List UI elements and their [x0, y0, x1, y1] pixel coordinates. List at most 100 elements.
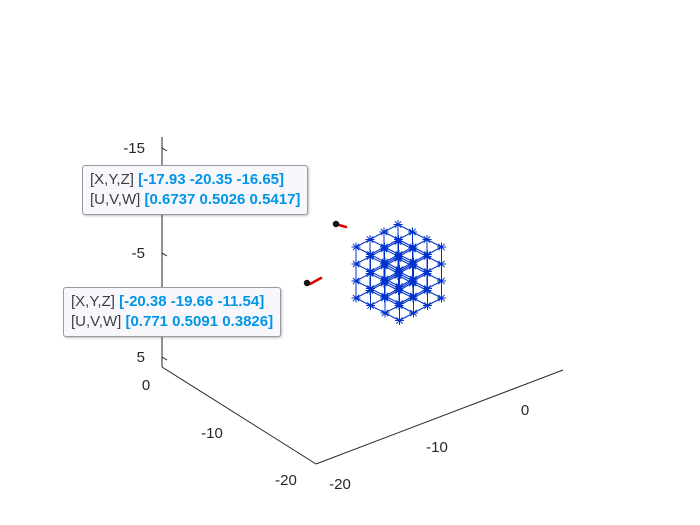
- datatip-1-uvw-value: [0.6737 0.5026 0.5417]: [144, 191, 301, 208]
- lattice-edge: [426, 256, 442, 265]
- vector-arrow: [308, 276, 323, 286]
- lattice-point: [380, 242, 389, 252]
- lattice-point: [409, 291, 418, 301]
- datatip-anchor-point[interactable]: [303, 279, 311, 287]
- lattice-edge: [370, 254, 386, 263]
- lattice-edge: [383, 231, 399, 240]
- lattice-edge: [384, 280, 400, 289]
- lattice-edge: [397, 241, 413, 250]
- z-tick-mark: [161, 252, 168, 257]
- lattice-point: [366, 284, 375, 293]
- datatip-1-line-xyz: [X,Y,Z] [-17.93 -20.35 -16.65]: [90, 170, 300, 190]
- datatip-2-line-uvw: [U,V,W] [0.771 0.5091 0.3826]: [71, 312, 273, 332]
- lattice-edge: [412, 231, 428, 240]
- lattice-edge: [398, 290, 414, 299]
- lattice-point: [351, 293, 361, 303]
- datatip-2-line-xyz: [X,Y,Z] [-20.38 -19.66 -11.54]: [71, 292, 273, 312]
- lattice-edge: [355, 280, 371, 289]
- lattice-edge: [398, 273, 414, 282]
- datatip-1-line-uvw: [U,V,W] [0.6737 0.5026 0.5417]: [90, 190, 300, 210]
- lattice-point: [423, 267, 432, 276]
- lattice-edge: [412, 263, 428, 272]
- lattice-edge: [426, 239, 442, 248]
- lattice-point: [408, 242, 418, 252]
- lattice-group: [351, 220, 446, 325]
- lattice-point: [351, 259, 361, 269]
- lattice-point: [437, 276, 446, 286]
- x-axis-line: [161, 366, 317, 465]
- lattice-point: [423, 301, 432, 310]
- lattice-edge: [412, 246, 428, 255]
- lattice-point: [366, 301, 375, 310]
- lattice-point: [409, 308, 418, 318]
- lattice-edge: [398, 288, 414, 297]
- lattice-edge: [355, 297, 371, 306]
- lattice-point: [394, 235, 403, 244]
- lattice-edge: [383, 224, 399, 233]
- lattice-point: [409, 257, 418, 267]
- lattice-edge: [369, 273, 385, 282]
- lattice-edge: [355, 246, 371, 255]
- lattice-edge: [398, 305, 414, 314]
- lattice-edge: [384, 246, 400, 255]
- lattice-edge: [370, 305, 386, 314]
- z-tick-label: -5: [132, 245, 145, 262]
- lattice-edge: [383, 248, 399, 257]
- lattice-edge: [384, 263, 400, 272]
- datatip-2-xyz-label: [X,Y,Z]: [71, 293, 115, 310]
- vector-arrow: [337, 223, 348, 229]
- lattice-point: [351, 276, 361, 286]
- lattice-point: [366, 250, 375, 259]
- lattice-point: [379, 227, 389, 237]
- lattice-edge: [370, 271, 386, 280]
- datatip-2-uvw-value: [0.771 0.5091 0.3826]: [125, 313, 274, 330]
- datatip-1-xyz-label: [X,Y,Z]: [90, 171, 134, 188]
- z-tick-mark: [161, 356, 168, 361]
- lattice-point: [380, 257, 390, 267]
- lattice-point: [409, 274, 418, 284]
- lattice-point: [437, 293, 446, 303]
- datatip-2-uvw-label: [U,V,W]: [71, 313, 122, 330]
- datatip-2[interactable]: [X,Y,Z] [-20.38 -19.66 -11.54] [U,V,W] […: [63, 287, 282, 337]
- lattice-edge: [398, 256, 414, 265]
- lattice-point: [437, 259, 446, 269]
- datatip-2-xyz-value: [-20.38 -19.66 -11.54]: [119, 293, 265, 310]
- lattice-point: [380, 291, 390, 301]
- datatip-1[interactable]: [X,Y,Z] [-17.93 -20.35 -16.65] [U,V,W] […: [82, 165, 309, 215]
- lattice-edge: [369, 256, 385, 265]
- z-tick-label: 5: [137, 349, 145, 366]
- x-tick-label: -20: [275, 472, 297, 489]
- lattice-edge: [412, 297, 428, 306]
- lattice-edge: [426, 273, 442, 282]
- lattice-edge: [412, 280, 428, 289]
- lattice-point: [395, 299, 404, 308]
- lattice-edge: [413, 305, 428, 314]
- lattice-point: [394, 250, 404, 259]
- lattice-point: [408, 227, 417, 237]
- lattice-edge: [370, 288, 386, 297]
- y-axis-line: [315, 369, 564, 465]
- lattice-edge: [426, 290, 442, 299]
- lattice-edge: [398, 239, 414, 248]
- lattice-point: [423, 250, 432, 259]
- lattice-edge: [384, 295, 400, 304]
- lattice-edge: [384, 312, 400, 321]
- lattice-edge: [369, 231, 385, 240]
- lattice-edge: [399, 312, 414, 321]
- lattice-edge: [384, 297, 400, 306]
- lattice-edge: [412, 248, 428, 257]
- x-tick-label: 0: [142, 377, 150, 394]
- lattice-edge: [369, 239, 385, 248]
- lattice-edge: [369, 290, 385, 299]
- datatip-1-uvw-label: [U,V,W]: [90, 191, 141, 208]
- lattice-edge: [355, 263, 371, 272]
- lattice-point: [423, 284, 432, 293]
- lattice-point: [395, 316, 404, 325]
- vector-group: [303, 220, 348, 287]
- lattice-point: [380, 308, 390, 318]
- z-tick-label: -15: [123, 140, 145, 157]
- datatip-anchor-point[interactable]: [332, 220, 340, 228]
- z-tick-mark: [161, 147, 168, 152]
- y-tick-label: -20: [329, 476, 351, 493]
